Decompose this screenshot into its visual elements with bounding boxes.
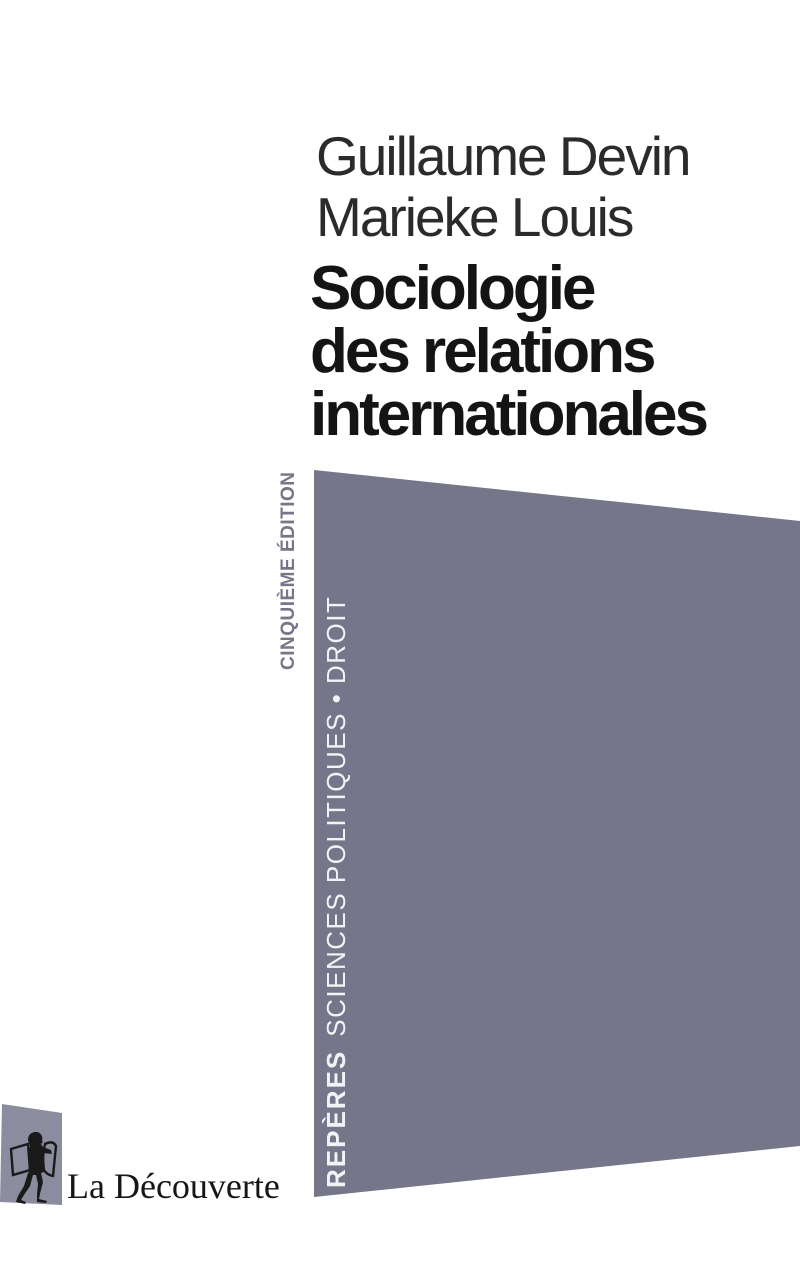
edition-label: CINQUIÈME ÉDITION [278, 471, 299, 670]
book-title: Sociologie des relations internationales [310, 254, 709, 449]
title-line-3: internationales [310, 380, 709, 449]
collection-strip: REPÈRES SCIENCES POLITIQUES • DROIT [319, 596, 353, 1188]
series-name: REPÈRES [321, 1049, 351, 1188]
collection-panel-shape [314, 470, 800, 1197]
author-name-1: Guillaume Devin [316, 125, 692, 187]
series-categories: SCIENCES POLITIQUES • DROIT [321, 595, 351, 1037]
title-line-2: des relations [310, 317, 656, 386]
title-line-1: Sociologie [310, 254, 596, 323]
publisher-logo-figure [16, 1131, 52, 1204]
publisher-name: La Découverte [67, 1166, 280, 1206]
author-names: Guillaume Devin Marieke Louis [316, 125, 692, 248]
publisher-logo [0, 1104, 62, 1205]
author-name-2: Marieke Louis [316, 186, 634, 248]
